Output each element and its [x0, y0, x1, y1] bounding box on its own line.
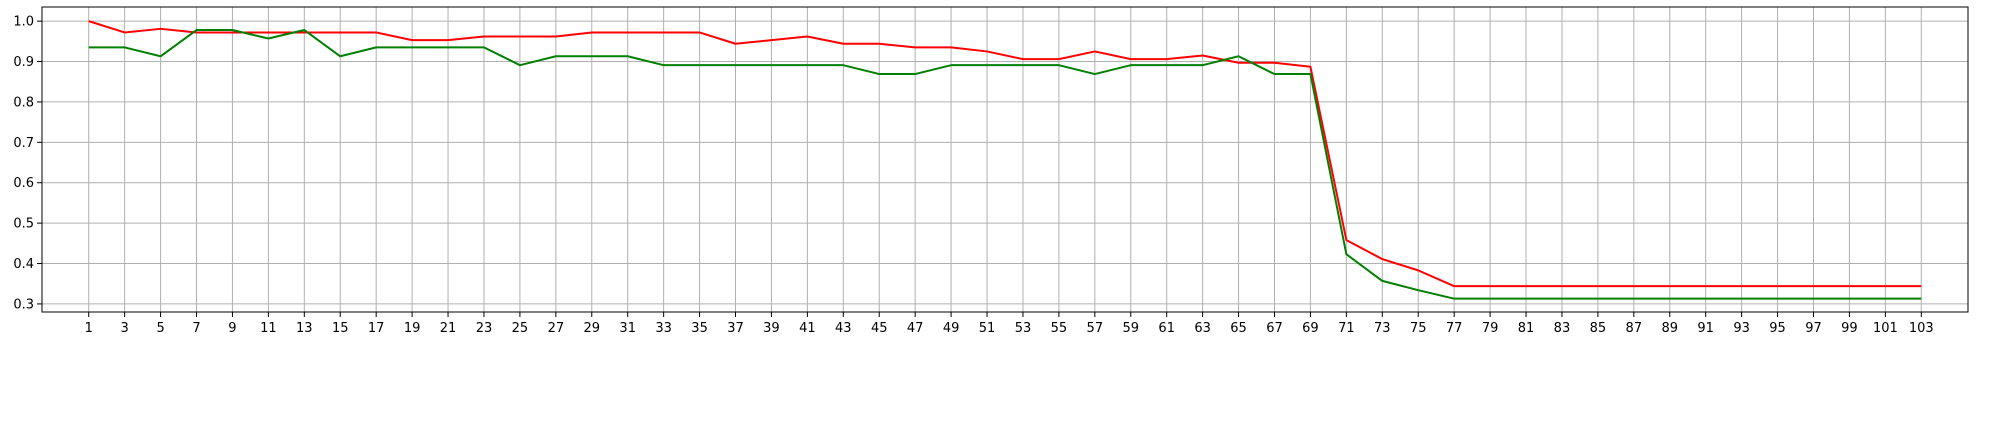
x-tick-label: 65 [1230, 321, 1247, 336]
x-tick-label: 53 [1015, 321, 1032, 336]
x-tick-label: 93 [1733, 321, 1750, 336]
x-tick-label: 99 [1841, 321, 1858, 336]
y-tick-label: 1.0 [13, 15, 34, 30]
x-tick-label: 57 [1087, 321, 1104, 336]
x-tick-label: 15 [332, 321, 349, 336]
y-tick-label: 0.9 [13, 55, 34, 70]
series-line-2 [88, 29, 1922, 300]
x-tick-label: 25 [512, 321, 529, 336]
x-tick-label: 85 [1590, 321, 1607, 336]
x-tick-label: 31 [619, 321, 636, 336]
x-tick-label: 69 [1302, 321, 1319, 336]
x-tick-label: 55 [1051, 321, 1068, 336]
x-tick-label: 17 [368, 321, 385, 336]
x-tick-label: 21 [440, 321, 457, 336]
series-line-1 [88, 20, 1922, 288]
x-tick-label: 45 [871, 321, 888, 336]
x-tick-label: 75 [1410, 321, 1427, 336]
x-tick-label: 41 [799, 321, 816, 336]
x-tick-label: 89 [1661, 321, 1678, 336]
x-tick-label: 27 [548, 321, 565, 336]
x-tick-label: 77 [1446, 321, 1463, 336]
x-tick-label: 9 [228, 321, 236, 336]
x-tick-label: 3 [121, 321, 129, 336]
y-tick-label: 0.5 [13, 217, 34, 232]
y-tick-label: 0.7 [13, 136, 34, 151]
x-axis: 1 3 5 7 9 11 13 15 17 19 21 23 25 27 29 31 33 35 37 39 41 43 4… [85, 312, 1934, 336]
x-tick-label: 5 [156, 321, 164, 336]
x-tick-label: 33 [655, 321, 672, 336]
x-tick-label: 19 [404, 321, 421, 336]
x-tick-label: 61 [1158, 321, 1175, 336]
series-lines [88, 20, 1922, 300]
x-tick-label: 91 [1697, 321, 1714, 336]
x-tick-label: 37 [727, 321, 744, 336]
y-axis: 0.3 0.4 0.5 0.6 0.7 0.8 0.9 1.0 [13, 15, 42, 312]
x-tick-label: 67 [1266, 321, 1283, 336]
x-tick-label: 49 [943, 321, 960, 336]
x-tick-label: 103 [1909, 321, 1934, 336]
x-tick-label: 11 [260, 321, 277, 336]
x-tick-label: 95 [1769, 321, 1786, 336]
grid [42, 7, 1968, 312]
x-tick-label: 47 [907, 321, 924, 336]
x-tick-label: 13 [296, 321, 313, 336]
y-tick-label: 0.4 [13, 257, 34, 272]
x-tick-label: 81 [1518, 321, 1535, 336]
x-tick-label: 43 [835, 321, 852, 336]
y-tick-label: 0.6 [13, 176, 34, 191]
x-tick-label: 87 [1626, 321, 1643, 336]
x-tick-label: 79 [1482, 321, 1499, 336]
x-tick-label: 35 [691, 321, 708, 336]
x-tick-label: 7 [192, 321, 200, 336]
x-tick-label: 51 [979, 321, 996, 336]
x-tick-label: 59 [1122, 321, 1139, 336]
x-tick-label: 83 [1554, 321, 1571, 336]
x-tick-label: 73 [1374, 321, 1391, 336]
x-tick-label: 23 [476, 321, 493, 336]
x-tick-label: 71 [1338, 321, 1355, 336]
x-tick-label: 1 [85, 321, 93, 336]
y-tick-label: 0.3 [13, 297, 34, 312]
x-tick-label: 97 [1805, 321, 1822, 336]
plot-area [41, 6, 1969, 313]
x-tick-label: 39 [763, 321, 780, 336]
x-tick-label: 101 [1873, 321, 1898, 336]
x-tick-label: 29 [583, 321, 600, 336]
y-tick-label: 0.8 [13, 95, 34, 110]
x-tick-label: 63 [1194, 321, 1211, 336]
